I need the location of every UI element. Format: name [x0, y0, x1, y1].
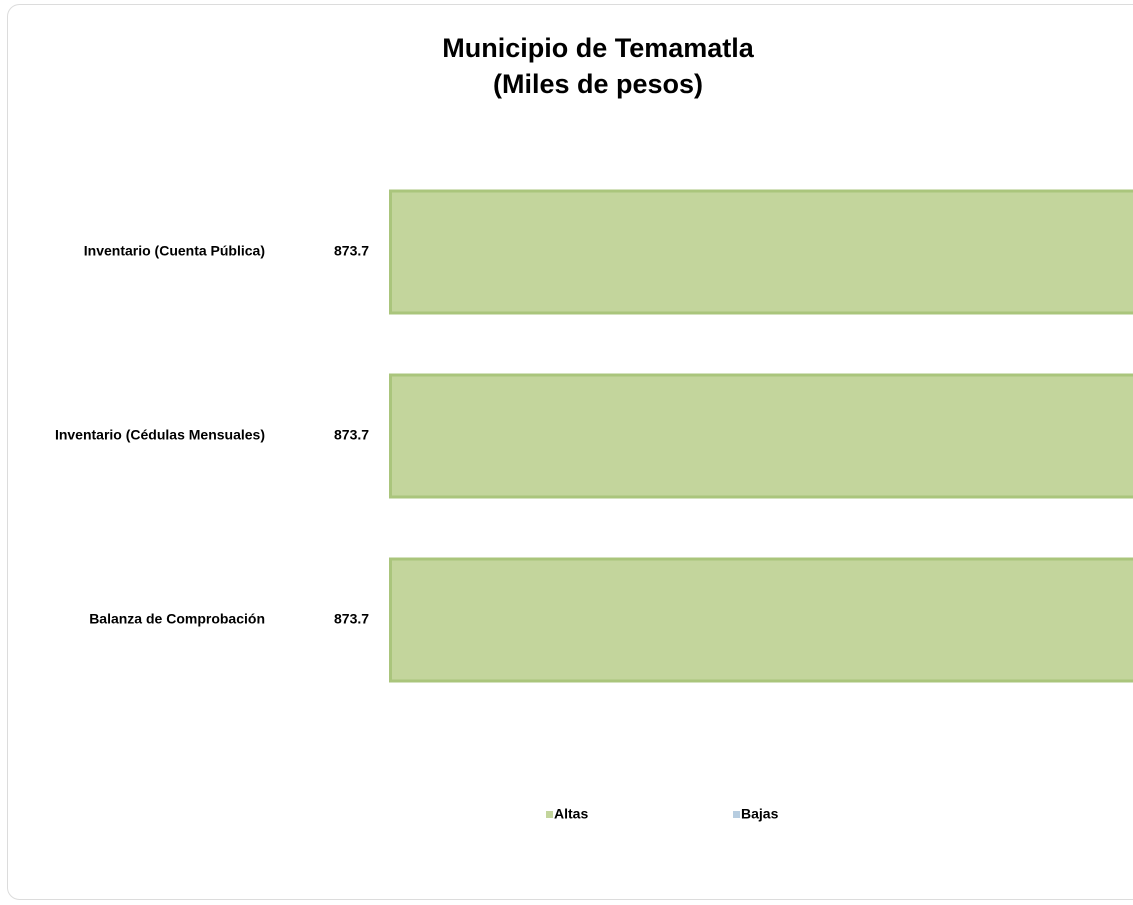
legend-swatch: [733, 811, 740, 818]
legend-label: Altas: [554, 806, 588, 822]
bar: [389, 557, 1133, 683]
legend-swatch: [546, 811, 553, 818]
value-label: 873.7: [334, 427, 369, 443]
chart-subtitle: (Miles de pesos): [493, 69, 703, 99]
value-label: 873.7: [334, 611, 369, 627]
chart-title: Municipio de Temamatla: [442, 33, 755, 63]
y-tick-label: Balanza de Comprobación: [89, 611, 265, 627]
bar: [389, 373, 1133, 499]
y-tick-label: Inventario (Cuenta Pública): [84, 243, 265, 259]
legend-label: Bajas: [741, 806, 779, 822]
y-tick-label: Inventario (Cédulas Mensuales): [55, 427, 265, 443]
value-label: 873.7: [334, 243, 369, 259]
bar: [389, 189, 1133, 315]
